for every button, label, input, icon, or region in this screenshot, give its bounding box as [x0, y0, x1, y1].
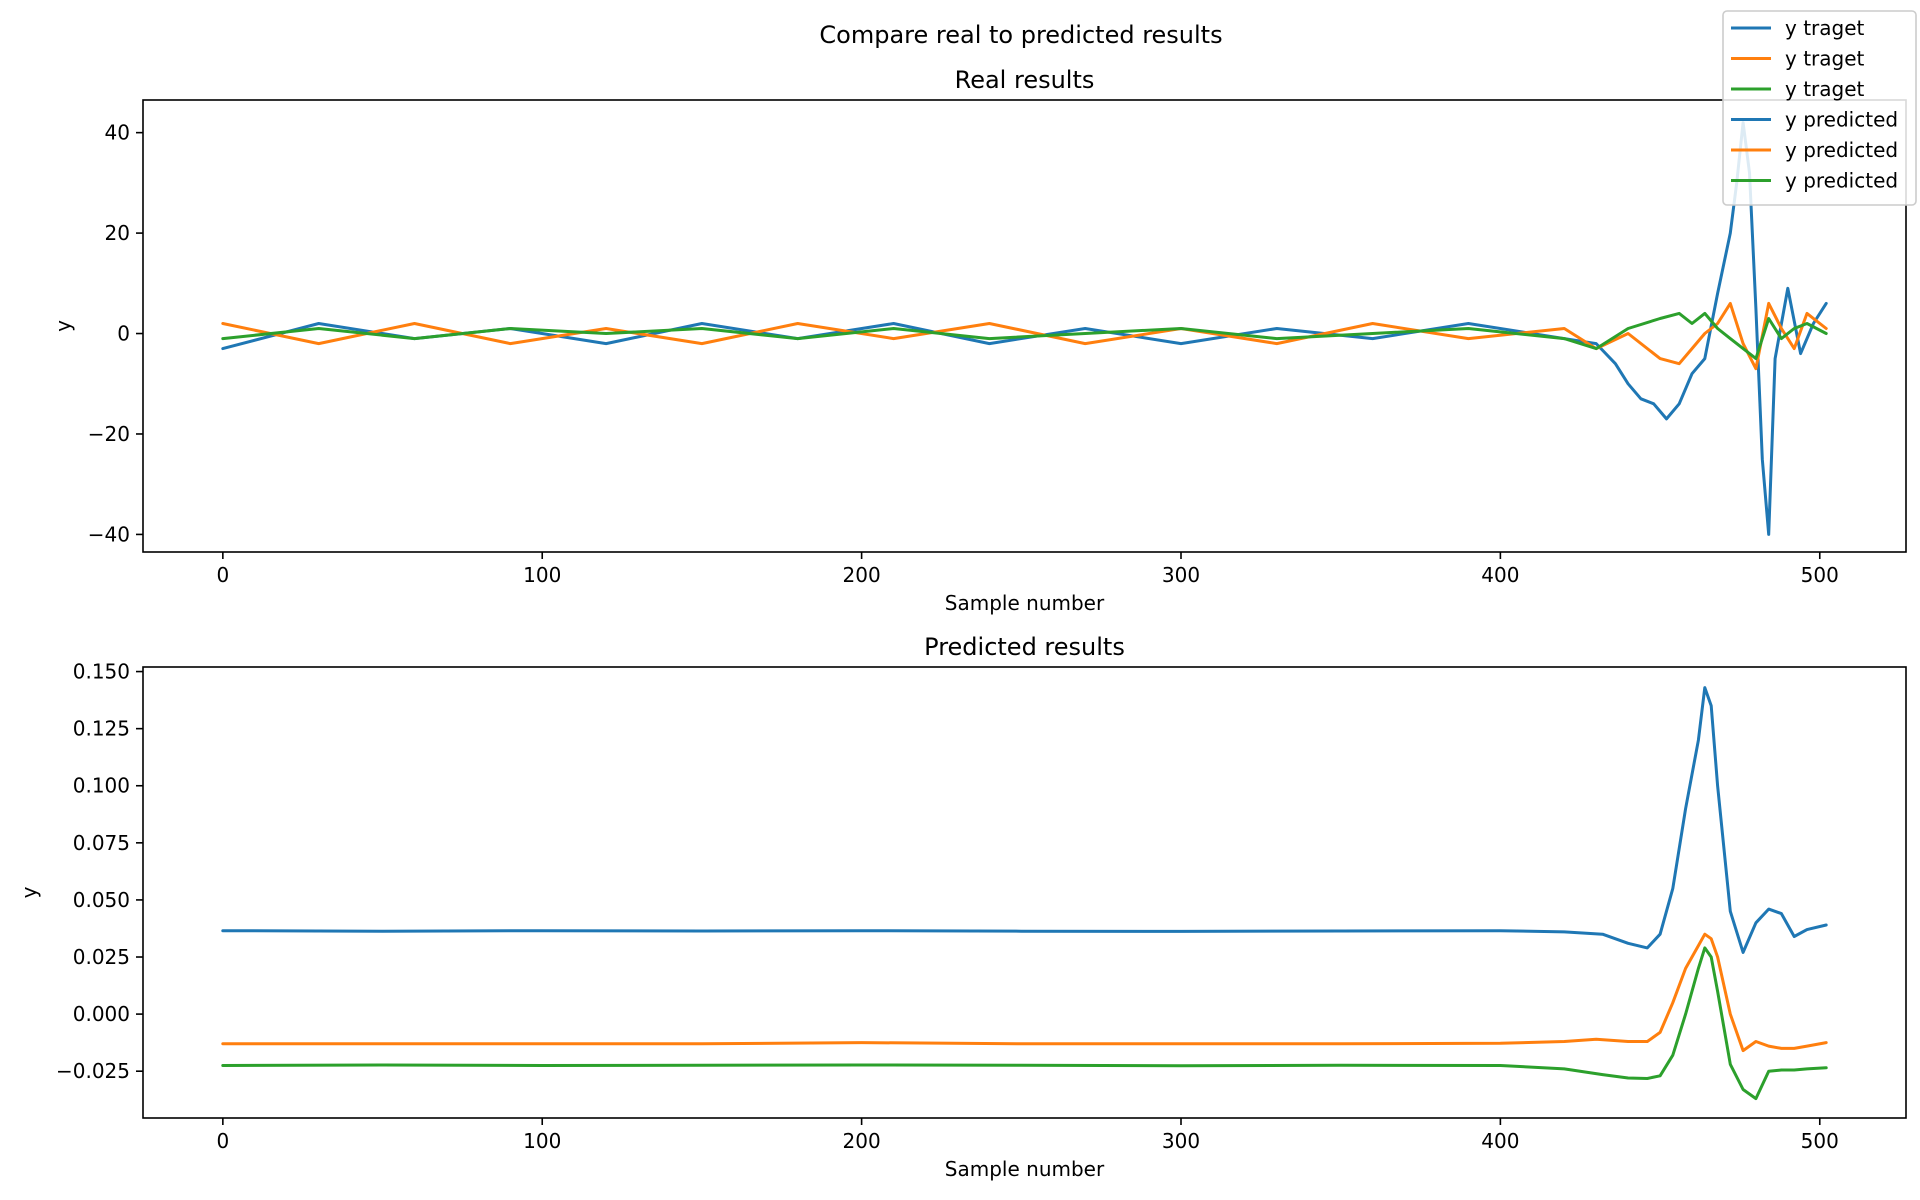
x-axis-label: Sample number [945, 591, 1105, 615]
legend-entry-label: y predicted [1785, 108, 1898, 132]
x-tick-label: 300 [1162, 563, 1200, 587]
figure-suptitle: Compare real to predicted results [819, 21, 1222, 49]
legend-entry-label: y predicted [1785, 169, 1898, 193]
axes-title: Predicted results [924, 633, 1125, 661]
series-line-3 [221, 311, 1828, 361]
series-line-1 [221, 686, 1828, 954]
y-tick-label: 0.150 [73, 660, 130, 684]
x-tick-label: 0 [216, 1129, 229, 1153]
legend-entry-label: y predicted [1785, 138, 1898, 162]
x-tick-label: 100 [523, 563, 561, 587]
y-tick-label: −0.025 [56, 1059, 130, 1083]
x-tick-label: 100 [523, 1129, 561, 1153]
x-tick-label: 400 [1481, 1129, 1519, 1153]
y-tick-label: −40 [88, 522, 130, 546]
chart-panel-2: 0 100 200 300 400 500 −0.025 0.000 0.025 0.050 0.0… [17, 633, 1907, 1181]
x-tick-label: 200 [843, 563, 881, 587]
y-tick-label: 0.100 [73, 774, 130, 798]
series-line-2 [221, 301, 1828, 371]
axes-title: Real results [955, 66, 1095, 94]
y-tick-label: 0.075 [73, 831, 130, 855]
x-tick-label: 200 [843, 1129, 881, 1153]
y-axis-label: y [51, 320, 75, 332]
legend-entry-label: y traget [1785, 16, 1865, 40]
y-tick-label: 20 [105, 221, 130, 245]
x-axis-label: Sample number [945, 1157, 1105, 1181]
series-line-2 [221, 932, 1828, 1053]
legend-entry-label: y traget [1785, 77, 1865, 101]
y-tick-label: −20 [88, 422, 130, 446]
y-tick-label: 0.000 [73, 1002, 130, 1026]
x-tick-label: 500 [1801, 563, 1839, 587]
axes-frame [142, 666, 1907, 1119]
x-tick-label: 400 [1481, 563, 1519, 587]
x-tick-label: 500 [1801, 1129, 1839, 1153]
y-tick-label: 0 [117, 322, 130, 346]
axes-frame [142, 99, 1907, 553]
y-tick-label: 0.050 [73, 888, 130, 912]
series-line-3 [221, 946, 1828, 1101]
y-tick-label: 40 [105, 121, 130, 145]
legend-entry-label: y traget [1785, 47, 1865, 71]
legend: y traget y traget y traget y predicted y pre… [1722, 10, 1917, 206]
y-tick-label: 0.025 [73, 945, 130, 969]
x-tick-label: 0 [216, 563, 229, 587]
y-axis-label: y [17, 886, 41, 898]
legend-frame [1722, 10, 1917, 206]
x-tick-label: 300 [1162, 1129, 1200, 1153]
chart-panel-1: 0 100 200 300 400 500 −40 −20 0 20 40 Real results S… [51, 66, 1907, 615]
y-tick-label: 0.125 [73, 717, 130, 741]
